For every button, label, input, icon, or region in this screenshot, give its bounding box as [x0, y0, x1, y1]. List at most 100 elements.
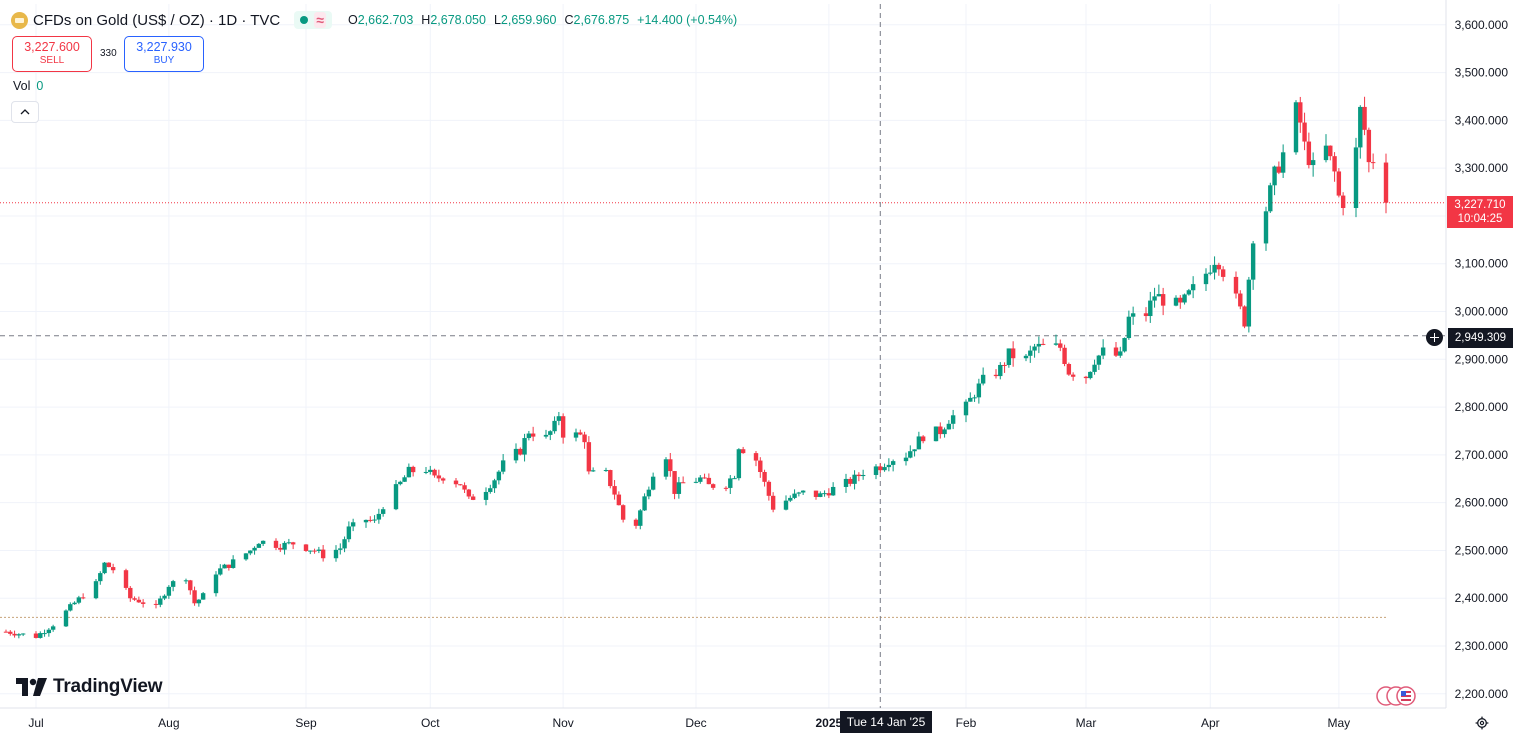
candle	[680, 476, 686, 484]
candle	[1092, 359, 1097, 375]
candle-body	[1190, 284, 1196, 291]
candle-body	[822, 493, 827, 495]
candle	[1302, 112, 1307, 151]
candle-body	[856, 474, 862, 477]
candle	[1250, 240, 1256, 290]
candle-body	[693, 481, 699, 483]
sell-label: SELL	[39, 55, 65, 66]
candle	[758, 457, 763, 478]
candle	[76, 595, 82, 605]
candle-body	[72, 602, 77, 605]
x-tick-label: Oct	[421, 716, 440, 730]
collapse-legend-button[interactable]	[11, 101, 39, 123]
candle-body	[522, 438, 527, 455]
symbol-title[interactable]: CFDs on Gold (US$ / OZ) · 1D · TVC	[33, 11, 281, 29]
tradingview-logo[interactable]: TradingView	[16, 676, 163, 698]
ohlc-values: O2,662.703 H2,678.050 L2,659.960 C2,676.…	[348, 13, 737, 27]
candle-body	[1370, 162, 1376, 164]
x-tick-label: Nov	[552, 716, 573, 730]
gear-icon[interactable]	[1475, 716, 1489, 730]
candle-body	[68, 604, 73, 611]
candle-body	[1062, 347, 1067, 365]
time-axis[interactable]: Jul Aug Sep Oct Nov Dec 2025 Feb Mar Apr May	[28, 716, 1350, 730]
price-axis[interactable]: 2,200.000 2,300.000 2,400.000 2,500.000 2,60…	[1455, 18, 1509, 701]
market-status-pill[interactable]: ≈	[294, 11, 332, 29]
candle-body	[492, 480, 497, 489]
candle-body	[676, 482, 682, 494]
candle-body	[1263, 211, 1269, 244]
ohlc-low: L2,659.960	[493, 13, 557, 27]
candle	[556, 411, 562, 426]
candle	[110, 563, 116, 574]
buy-button[interactable]: 3,227.930 BUY	[124, 36, 204, 72]
wave-icon: ≈	[314, 12, 326, 28]
candle-body	[500, 460, 506, 472]
candle-body	[513, 448, 519, 461]
candle-body	[213, 574, 219, 594]
candle-body	[192, 590, 197, 604]
candle	[573, 428, 579, 442]
candle	[256, 543, 262, 548]
candle	[1148, 291, 1153, 323]
candle-body	[158, 598, 163, 605]
candle	[732, 475, 737, 480]
candle	[1143, 307, 1149, 322]
candle-body	[972, 397, 977, 399]
candle-body	[346, 526, 352, 540]
candle	[1276, 161, 1282, 175]
candle-body	[1268, 185, 1273, 212]
candle-body	[1088, 371, 1093, 379]
candle	[1383, 153, 1389, 214]
candle-body	[338, 548, 343, 550]
candle-body	[813, 490, 819, 497]
candle	[290, 541, 296, 550]
candle	[1088, 371, 1093, 380]
candle-body	[226, 564, 232, 568]
candle-body	[1366, 129, 1372, 163]
candle	[166, 585, 172, 599]
candle	[1238, 290, 1243, 310]
candle	[633, 518, 639, 529]
x-tick-label: Jul	[28, 716, 43, 730]
candle-body	[290, 542, 296, 545]
candle-body	[140, 602, 146, 604]
candle-body	[620, 505, 626, 520]
candle-body	[946, 423, 952, 430]
candle	[140, 599, 146, 608]
candle-body	[410, 466, 416, 473]
candle-body	[1220, 269, 1226, 277]
candle-body	[770, 495, 776, 510]
candle-body	[933, 426, 939, 442]
candle	[1263, 206, 1269, 251]
candle	[818, 491, 823, 498]
candle	[783, 495, 789, 511]
economic-events-flags-icon[interactable]	[1374, 686, 1418, 706]
y-tick-label: 2,600.000	[1455, 496, 1509, 510]
candle	[33, 631, 39, 639]
candle-body	[1096, 355, 1102, 365]
sell-button[interactable]: 3,227.600 SELL	[12, 36, 92, 72]
candle	[1023, 354, 1029, 362]
candle-body	[342, 539, 347, 549]
volume-legend[interactable]: Vol 0	[13, 79, 43, 93]
candle	[788, 495, 793, 503]
candle-body	[423, 471, 429, 473]
candle-body	[1242, 306, 1247, 327]
candle	[123, 568, 129, 590]
candle	[848, 476, 853, 487]
candle-body	[1160, 294, 1166, 306]
candle	[753, 450, 759, 467]
candle	[612, 480, 617, 500]
candle	[1370, 153, 1376, 170]
candle	[1053, 334, 1059, 346]
candle-body	[612, 486, 617, 495]
candle	[950, 409, 956, 430]
crosshair-price-label: 2,949.309	[1448, 328, 1513, 348]
candle-body	[1332, 156, 1337, 172]
candle	[363, 519, 369, 528]
add-plus-icon[interactable]	[1426, 329, 1443, 346]
candle	[1118, 346, 1123, 358]
candle	[1002, 362, 1007, 373]
gold-symbol-icon	[11, 11, 28, 29]
